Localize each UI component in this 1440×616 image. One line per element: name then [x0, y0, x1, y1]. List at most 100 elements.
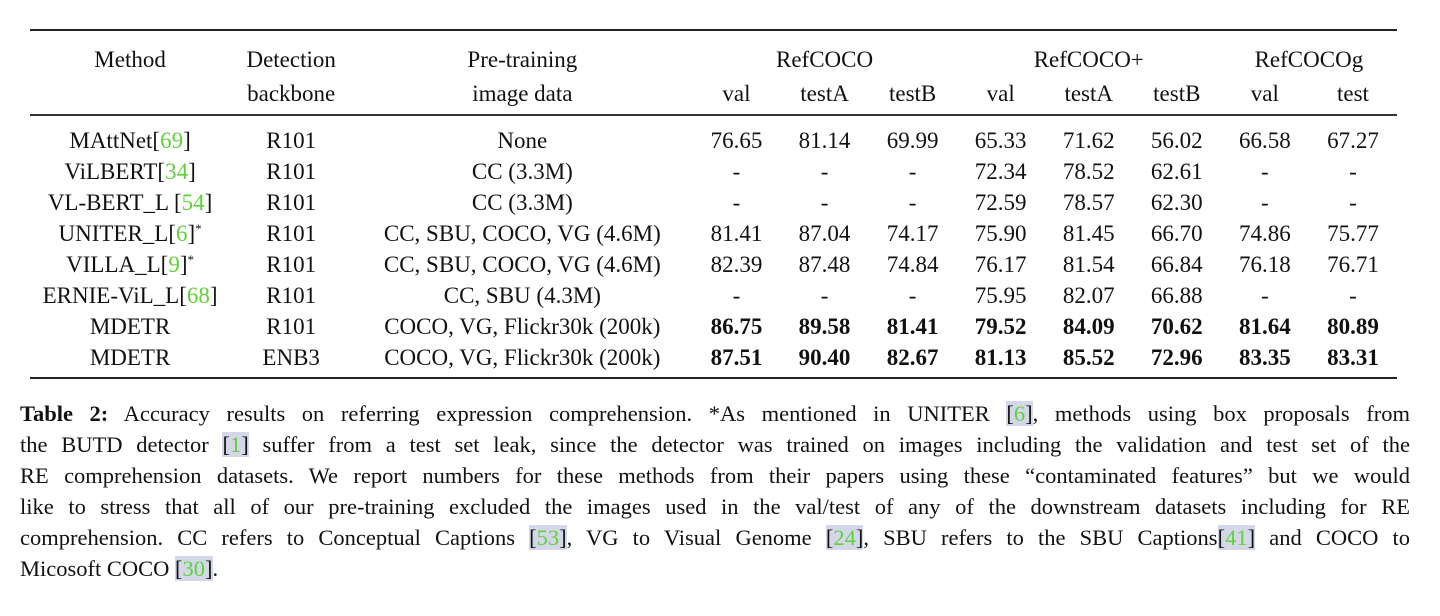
table-row: ERNIE-ViL_L[68] R101 CC, SBU (4.3M) - - - 75.9…	[30, 280, 1397, 311]
backbone-cell: R101	[266, 128, 317, 153]
score-cell: 70.62	[1150, 314, 1203, 339]
score-cell: 87.51	[710, 345, 763, 370]
score-cell: -	[820, 190, 829, 215]
caption-text: , SBU refers to the SBU Captions	[863, 525, 1218, 550]
method-name: MAttNet[	[69, 128, 161, 153]
score-cell: -	[1261, 159, 1269, 184]
results-table: Method Detection Pre-training RefCOCO Re…	[30, 31, 1397, 377]
caption-text: suffer from a test set leak, since the d…	[248, 432, 1410, 457]
score-cell: 71.62	[1062, 128, 1115, 153]
score-cell: -	[1349, 159, 1357, 184]
caption-text: and COCO to	[1255, 525, 1410, 550]
score-cell: 66.70	[1150, 221, 1203, 246]
citation-link[interactable]: 9	[168, 252, 180, 277]
pretrain-data-cell: CC, SBU, COCO, VG (4.6M)	[383, 252, 661, 277]
citation-link[interactable]: [1]	[222, 432, 249, 457]
subheader-refcocoplus-val: val	[986, 80, 1015, 106]
citation-link[interactable]: [30]	[175, 556, 213, 581]
score-cell: 65.33	[974, 128, 1027, 153]
table-row: VILLA_L[9]* R101 CC, SBU, COCO, VG (4.6M) 8…	[30, 249, 1397, 280]
citation-link[interactable]: 54	[181, 190, 205, 215]
score-cell: -	[908, 190, 917, 215]
method-cell: VL-BERT_L [54]	[30, 187, 230, 218]
subheader-refcocoplus-testb: testB	[1153, 80, 1201, 106]
score-cell: -	[1349, 283, 1357, 308]
score-cell: 74.84	[886, 252, 939, 277]
score-cell: -	[908, 283, 917, 308]
footnote-asterisk: *	[187, 252, 195, 267]
citation-link[interactable]: [53]	[529, 525, 567, 550]
caption-text: , methods using box proposals from	[1032, 401, 1411, 426]
score-cell: 75.77	[1327, 221, 1379, 246]
top-rule	[30, 29, 1397, 31]
score-cell: 72.34	[974, 159, 1027, 184]
method-name: VL-BERT_L [	[47, 190, 182, 215]
pretrain-data-cell: CC (3.3M)	[471, 190, 573, 215]
citation-link[interactable]: 6	[176, 221, 188, 246]
backbone-cell: R101	[266, 190, 317, 215]
score-cell: 82.07	[1062, 283, 1115, 308]
citation-number: 53	[536, 525, 560, 550]
score-cell: 79.52	[974, 314, 1027, 339]
subheader-refcocog-test: test	[1336, 80, 1369, 106]
table-row: UNITER_L[6]* R101 CC, SBU, COCO, VG (4.6M)…	[30, 218, 1397, 249]
table-row: MAttNet[69] R101 None 76.65 81.14 69.99 65.33 7…	[30, 119, 1397, 156]
caption-line-3: RE comprehension datasets. We report num…	[20, 463, 1410, 488]
header-pretrain: Pre-training	[467, 47, 578, 72]
caption-text: , VG to Visual Genome	[566, 525, 826, 550]
caption-label: Table 2:	[20, 401, 109, 426]
score-cell: 69.99	[886, 128, 939, 153]
score-cell: 72.59	[974, 190, 1027, 215]
score-cell: 81.13	[974, 345, 1027, 370]
citation-number: 30	[182, 556, 206, 581]
header-method: Method	[94, 47, 166, 72]
score-cell: 56.02	[1150, 128, 1203, 153]
score-cell: -	[732, 190, 741, 215]
header-rule	[30, 114, 1397, 116]
backbone-cell: ENB3	[262, 345, 320, 370]
header-group-refcoco: RefCOCO	[775, 47, 874, 72]
citation-link[interactable]: 68	[186, 283, 210, 308]
subheader-refcoco-testb: testB	[888, 80, 937, 106]
score-cell: -	[820, 159, 829, 184]
results-table-container: Method Detection Pre-training RefCOCO Re…	[30, 29, 1397, 379]
score-cell: 84.09	[1062, 314, 1115, 339]
score-cell: 75.95	[974, 283, 1027, 308]
table-row: MDETR R101 COCO, VG, Flickr30k (200k) 86.75…	[30, 311, 1397, 342]
citation-link[interactable]: 34	[165, 159, 189, 184]
table-row: MDETR ENB3 COCO, VG, Flickr30k (200k) 87.51…	[30, 342, 1397, 377]
score-cell: 81.54	[1062, 252, 1115, 277]
caption-text: the BUTD detector	[20, 432, 223, 457]
score-cell: 76.65	[710, 128, 763, 153]
score-cell: 72.96	[1150, 345, 1203, 370]
citation-link[interactable]: [24]	[825, 525, 864, 550]
score-cell: 81.45	[1062, 221, 1115, 246]
citation-bracket: ]	[204, 190, 213, 215]
method-cell: MDETR	[30, 342, 230, 377]
score-cell: 67.27	[1327, 128, 1379, 153]
score-cell: -	[1349, 190, 1357, 215]
citation-link[interactable]: [41]	[1217, 525, 1256, 550]
score-cell: 78.57	[1062, 190, 1115, 215]
caption-line-5: comprehension. CC refers to Conceptual C…	[20, 522, 1410, 553]
score-cell: -	[820, 283, 829, 308]
footnote-asterisk: *	[195, 221, 202, 236]
header-method-blank	[30, 75, 230, 111]
bottom-rule	[30, 377, 1397, 379]
citation-link[interactable]: [6]	[1006, 401, 1033, 426]
pretrain-data-cell: COCO, VG, Flickr30k (200k)	[384, 314, 661, 339]
score-cell: 76.71	[1327, 252, 1379, 277]
citation-bracket: ]	[183, 128, 191, 153]
score-cell: 81.41	[886, 314, 939, 339]
score-cell: 85.52	[1062, 345, 1115, 370]
method-cell: UNITER_L[6]*	[30, 218, 230, 249]
caption-text: Micosoft COCO	[20, 556, 176, 581]
caption-line-2: the BUTD detector [1] suffer from a test…	[20, 429, 1410, 460]
score-cell: 82.39	[710, 252, 763, 277]
method-cell: ViLBERT[34]	[30, 156, 230, 187]
table-caption: Table 2: Accuracy results on referring e…	[20, 398, 1410, 584]
backbone-cell: R101	[266, 221, 317, 246]
method-cell: ERNIE-ViL_L[68]	[30, 280, 230, 311]
method-cell: MDETR	[30, 311, 230, 342]
citation-link[interactable]: 69	[160, 128, 184, 153]
